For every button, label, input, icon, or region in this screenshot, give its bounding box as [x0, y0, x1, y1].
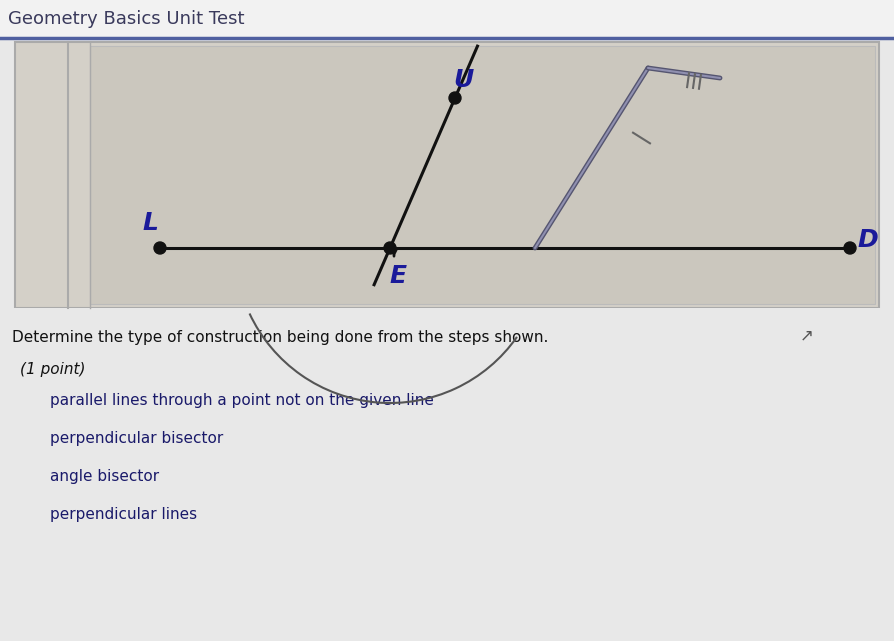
Text: E: E	[390, 264, 407, 288]
Text: perpendicular bisector: perpendicular bisector	[50, 431, 224, 445]
Text: D: D	[857, 228, 879, 252]
Circle shape	[384, 242, 396, 254]
Bar	[0, 0, 894, 38]
Circle shape	[154, 242, 166, 254]
Text: U: U	[453, 68, 473, 92]
Circle shape	[844, 242, 856, 254]
Text: (1 point): (1 point)	[20, 362, 86, 377]
Circle shape	[449, 92, 461, 104]
Text: Determine the type of construction being done from the steps shown.: Determine the type of construction being…	[12, 330, 548, 345]
Text: perpendicular lines: perpendicular lines	[50, 506, 197, 522]
Text: ↗: ↗	[800, 326, 814, 344]
Bar	[0, 308, 894, 641]
Bar	[90, 46, 875, 304]
Text: parallel lines through a point not on the given line: parallel lines through a point not on th…	[50, 392, 434, 408]
Text: L: L	[142, 211, 158, 235]
Text: angle bisector: angle bisector	[50, 469, 159, 483]
Text: Geometry Basics Unit Test: Geometry Basics Unit Test	[8, 10, 244, 28]
Bar	[15, 42, 879, 308]
